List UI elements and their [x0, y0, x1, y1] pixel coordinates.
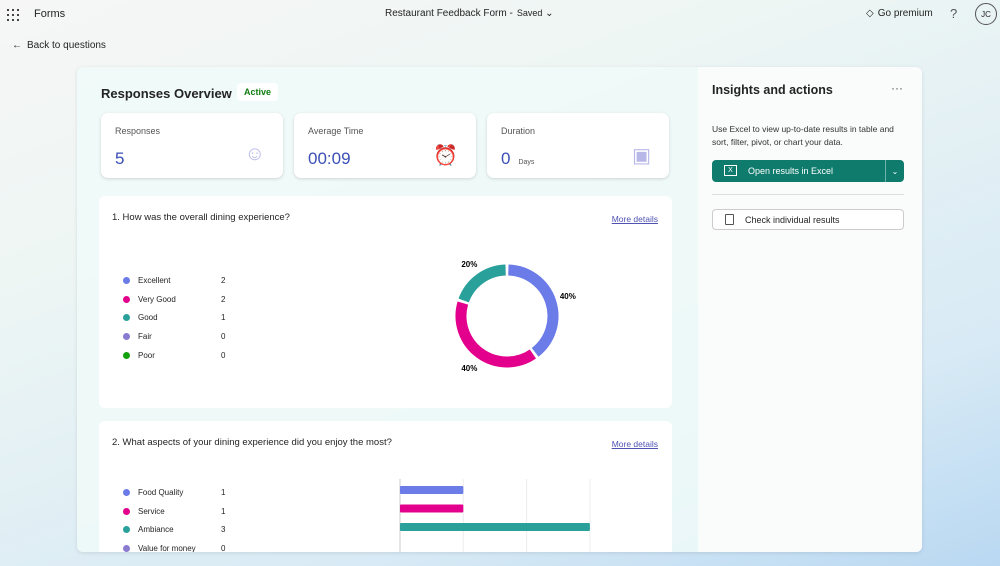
legend-count: 3	[221, 525, 226, 535]
legend-count: 0	[221, 350, 226, 360]
legend-count: 0	[221, 332, 226, 342]
responses-card: Responses 5 ☺	[101, 113, 283, 178]
diamond-icon: ◇	[866, 8, 874, 19]
legend-item: Value for money 0	[123, 544, 225, 552]
question-1-card: 1. How was the overall dining experience…	[99, 196, 672, 408]
legend-label: Very Good	[138, 294, 176, 304]
data-label: 40%	[560, 292, 576, 301]
more-options-button[interactable]: ···	[891, 81, 903, 95]
status-badge: Active	[237, 83, 279, 101]
page-title: Responses Overview	[101, 86, 232, 101]
alarm-clock-icon: ⏰	[433, 145, 458, 167]
legend-item: Excellent 2	[123, 276, 225, 285]
chevron-down-icon[interactable]: ⌄	[885, 160, 904, 182]
people-icon: ☺	[244, 143, 265, 165]
card-label: Responses	[115, 126, 161, 136]
app-launcher-icon[interactable]	[7, 9, 19, 21]
avatar[interactable]: JC	[975, 3, 997, 25]
legend-dot	[123, 545, 130, 552]
legend-item: Fair 0	[123, 332, 225, 342]
card-label: Average Time	[308, 126, 364, 136]
legend-dot	[123, 277, 130, 284]
duration-value: 0	[501, 149, 511, 168]
legend-dot	[123, 526, 130, 534]
bar-ambiance[interactable]	[400, 523, 590, 531]
question-2-card: 2. What aspects of your dining experienc…	[99, 421, 672, 552]
duration-unit: Days	[518, 159, 535, 166]
arrow-left-icon: ←	[12, 40, 22, 51]
card-value: 0 Days	[501, 149, 534, 169]
check-individual-results-button[interactable]: Check individual results	[712, 209, 904, 230]
data-label: 40%	[461, 364, 477, 373]
card-value: 5	[115, 149, 125, 168]
form-title: Restaurant Feedback Form	[385, 8, 507, 19]
bar-chart	[399, 479, 591, 552]
legend-count: 0	[221, 544, 226, 552]
legend-item: Service 1	[123, 506, 225, 516]
calendar-sparkle-icon: ▣	[632, 145, 651, 167]
chevron-down-icon: ⌄	[545, 8, 554, 19]
legend-label: Good	[138, 313, 158, 323]
legend-count: 2	[221, 276, 226, 285]
excel-button-label: Open results in Excel	[748, 166, 834, 176]
bar-food-quality[interactable]	[400, 486, 464, 494]
form-title-dropdown[interactable]: Restaurant Feedback Form - Saved ⌄	[385, 8, 554, 19]
donut-slice-excellent[interactable]	[507, 264, 559, 357]
save-status: Saved	[516, 8, 543, 18]
back-label: Back to questions	[27, 40, 106, 51]
legend-label: Excellent	[138, 276, 171, 285]
donut-chart: 40% 40% 20%	[455, 260, 576, 373]
excel-icon: X	[724, 165, 737, 176]
help-button[interactable]: ?	[950, 6, 958, 21]
legend-dot	[123, 507, 130, 515]
premium-label: Go premium	[877, 8, 933, 19]
legend-label: Value for money	[138, 544, 196, 552]
more-details-link[interactable]: More details	[611, 214, 658, 224]
legend-label: Poor	[138, 350, 155, 360]
top-bar: Forms Restaurant Feedback Form - Saved ⌄ …	[0, 0, 1000, 30]
card-value: 00:09	[308, 149, 351, 168]
data-label: 20%	[461, 260, 477, 269]
more-details-link[interactable]: More details	[611, 439, 658, 449]
bar-service[interactable]	[400, 504, 464, 513]
question-title: 1. How was the overall dining experience…	[112, 212, 290, 223]
duration-card: Duration 0 Days ▣	[487, 113, 669, 178]
go-premium-button[interactable]: ◇ Go premium	[866, 8, 933, 19]
average-time-card: Average Time 00:09 ⏰	[294, 113, 476, 178]
responses-panel: Responses Overview Active Responses 5 ☺ Av…	[77, 67, 922, 552]
donut-slice-good[interactable]	[458, 264, 507, 303]
legend-count: 2	[221, 294, 226, 304]
separator: -	[509, 8, 513, 19]
legend-label: Service	[138, 506, 165, 516]
legend-count: 1	[221, 313, 226, 323]
legend-dot	[123, 351, 130, 359]
document-person-icon	[725, 214, 734, 225]
app-name[interactable]: Forms	[34, 8, 66, 20]
legend-dot	[123, 314, 130, 322]
legend-item: Good 1	[123, 313, 225, 323]
divider	[712, 194, 904, 195]
legend-item: Food Quality 1	[123, 488, 225, 497]
legend-count: 1	[221, 506, 226, 516]
legend-item: Poor 0	[123, 350, 225, 360]
insights-title: Insights and actions	[712, 83, 833, 97]
legend-item: Very Good 2	[123, 294, 225, 304]
back-to-questions-link[interactable]: ← Back to questions	[12, 40, 106, 51]
card-label: Duration	[501, 126, 536, 136]
legend-label: Fair	[138, 332, 152, 342]
legend-dot	[123, 295, 130, 303]
legend-label: Ambiance	[138, 525, 174, 535]
donut-slice-very-good[interactable]	[455, 301, 537, 368]
legend-item: Ambiance 3	[123, 525, 225, 535]
legend-dot	[123, 489, 130, 496]
legend-dot	[123, 333, 130, 341]
insights-description: Use Excel to view up-to-date results in …	[712, 124, 894, 147]
check-button-label: Check individual results	[745, 214, 840, 225]
legend-label: Food Quality	[138, 488, 184, 497]
question-title: 2. What aspects of your dining experienc…	[112, 437, 392, 448]
open-in-excel-button[interactable]: X Open results in Excel ⌄	[712, 160, 904, 182]
legend-count: 1	[221, 488, 226, 497]
insights-panel: Insights and actions ··· Use Excel to vi…	[698, 67, 922, 552]
